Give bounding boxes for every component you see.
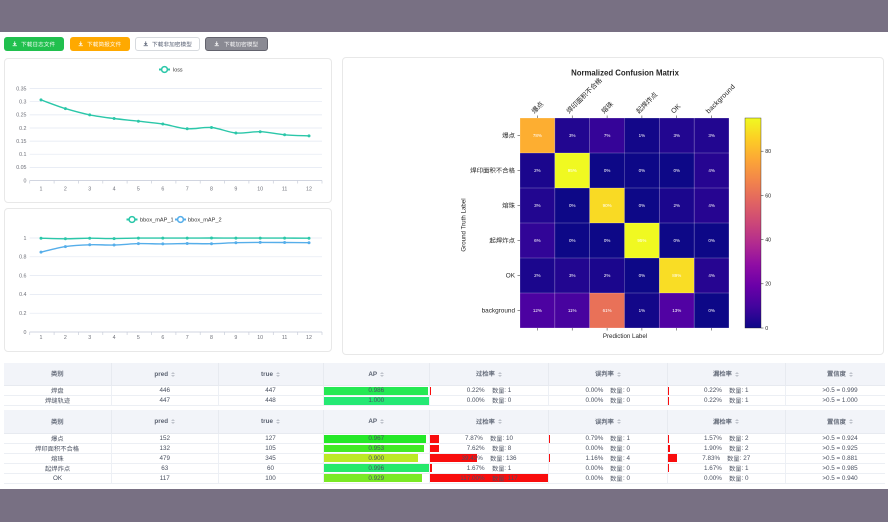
svg-text:61%: 61% [603,308,612,313]
svg-text:10: 10 [257,186,263,192]
svg-text:3: 3 [88,335,91,341]
svg-text:4: 4 [113,186,116,192]
svg-text:12: 12 [306,186,312,192]
svg-text:9: 9 [234,335,237,341]
svg-text:2%: 2% [604,273,611,278]
svg-text:1%: 1% [639,133,646,138]
svg-text:0%: 0% [569,238,576,243]
svg-text:0%: 0% [673,238,680,243]
svg-text:0%: 0% [569,203,576,208]
svg-text:7: 7 [186,335,189,341]
svg-text:0.3: 0.3 [19,100,26,106]
svg-text:95%: 95% [637,238,646,243]
svg-text:1%: 1% [639,308,646,313]
svg-text:0.15: 0.15 [16,139,26,145]
svg-text:1: 1 [40,186,43,192]
svg-text:0%: 0% [639,203,646,208]
svg-text:0.2: 0.2 [19,126,26,132]
svg-text:2%: 2% [534,168,541,173]
svg-text:0.25: 0.25 [16,113,26,119]
svg-text:2%: 2% [673,203,680,208]
svg-text:0.05: 0.05 [16,165,26,171]
svg-text:2: 2 [64,186,67,192]
svg-text:4%: 4% [708,203,715,208]
svg-text:3%: 3% [534,203,541,208]
svg-text:0.4: 0.4 [19,292,26,298]
svg-text:Prediction Label: Prediction Label [603,333,647,340]
svg-text:9: 9 [234,186,237,192]
svg-text:0%: 0% [639,168,646,173]
svg-text:78%: 78% [533,133,542,138]
svg-text:2: 2 [64,335,67,341]
svg-text:0.8: 0.8 [19,255,26,261]
svg-text:bbox_mAP_2: bbox_mAP_2 [188,218,222,224]
svg-text:95%: 95% [568,168,577,173]
svg-text:background: background [705,83,737,115]
svg-text:0%: 0% [604,238,611,243]
svg-text:0%: 0% [604,168,611,173]
svg-text:12: 12 [306,335,312,341]
svg-text:background: background [482,308,516,315]
svg-text:0%: 0% [673,168,680,173]
svg-text:20: 20 [765,282,771,288]
svg-text:13%: 13% [672,308,681,313]
svg-text:5: 5 [137,186,140,192]
svg-text:7%: 7% [604,133,611,138]
svg-text:0%: 0% [708,308,715,313]
svg-text:1: 1 [24,236,27,242]
svg-text:11: 11 [282,186,288,192]
svg-text:3: 3 [88,186,91,192]
svg-text:0: 0 [24,178,27,184]
svg-text:80: 80 [765,149,771,155]
svg-text:6: 6 [161,186,164,192]
svg-text:OK: OK [670,103,682,115]
svg-text:3%: 3% [673,133,680,138]
svg-text:8: 8 [210,186,213,192]
svg-text:89%: 89% [672,273,681,278]
svg-text:0.35: 0.35 [16,86,26,92]
svg-text:OK: OK [506,273,516,280]
svg-text:11: 11 [282,335,288,341]
svg-text:Ground Truth Label: Ground Truth Label [461,198,468,251]
svg-text:4%: 4% [708,273,715,278]
svg-text:12%: 12% [533,308,542,313]
svg-text:10: 10 [257,335,263,341]
svg-text:7: 7 [186,186,189,192]
svg-text:2%: 2% [534,273,541,278]
svg-text:3%: 3% [569,273,576,278]
svg-text:11%: 11% [568,308,577,313]
svg-text:0.1: 0.1 [19,152,26,158]
svg-text:5: 5 [137,335,140,341]
svg-text:0.2: 0.2 [19,311,26,317]
svg-text:Normalized Confusion Matrix: Normalized Confusion Matrix [571,69,680,78]
svg-text:3%: 3% [569,133,576,138]
svg-text:loss: loss [173,68,183,74]
svg-text:0%: 0% [708,238,715,243]
svg-text:6: 6 [161,335,164,341]
svg-text:0: 0 [24,330,27,336]
svg-text:90%: 90% [603,203,612,208]
svg-text:0: 0 [765,326,768,332]
svg-text:0.6: 0.6 [19,273,26,279]
svg-text:40: 40 [765,238,771,244]
svg-text:bbox_mAP_1: bbox_mAP_1 [140,218,174,224]
svg-text:60: 60 [765,193,771,199]
svg-text:4: 4 [113,335,116,341]
svg-text:8: 8 [210,335,213,341]
svg-text:4%: 4% [708,168,715,173]
svg-text:1: 1 [40,335,43,341]
svg-text:3%: 3% [708,133,715,138]
svg-text:6%: 6% [534,238,541,243]
svg-text:0%: 0% [639,273,646,278]
